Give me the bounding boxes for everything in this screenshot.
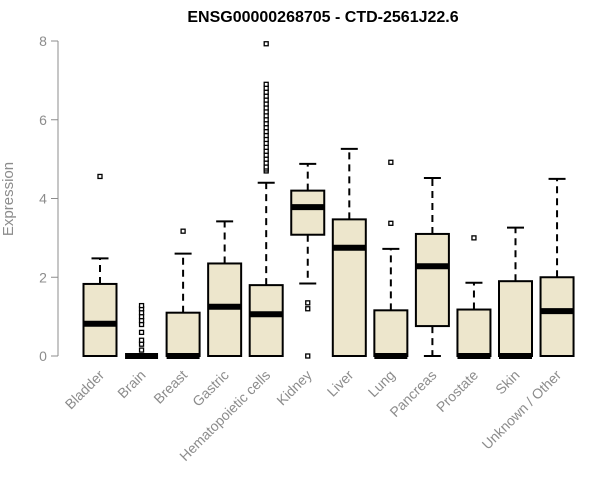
box-hematopoietic-cells [248,41,284,357]
outlier-point [305,306,311,312]
iqr-box [290,189,326,236]
x-category-label: Lung [365,367,398,400]
outlier-point [471,235,477,241]
y-axis-label: Expression [0,162,17,236]
box-kidney [290,162,326,359]
box-liver [331,147,367,357]
x-category-label: Bladder [62,367,108,413]
outlier-point [305,300,311,306]
x-category-label: Brain [114,367,148,401]
outlier-point [138,329,145,336]
y-tick-label: 2 [39,269,47,285]
box-prostate [456,235,492,359]
outlier-point [138,302,145,309]
iqr-box [82,282,118,358]
iqr-box [456,308,492,358]
x-category-label: Kidney [273,367,315,409]
x-category-label: Prostate [433,367,481,415]
box-pancreas [414,177,450,357]
outlier-point [138,347,145,353]
y-tick-label: 6 [39,112,47,128]
iqr-box [331,218,367,357]
outlier-point [388,220,394,226]
x-category-label: Skin [492,367,523,398]
outlier-point [263,41,269,47]
outlier-point [305,353,311,359]
y-axis: 0 2 4 6 8 [39,33,59,364]
outlier-point [138,337,145,343]
iqr-box [248,284,284,357]
iqr-box [373,309,409,358]
outlier-point [263,81,269,87]
outlier-point [97,173,103,180]
box-series [82,41,575,359]
x-category-label: Liver [324,367,357,400]
outlier-point [388,159,394,165]
y-tick-label: 8 [39,33,47,49]
chart-title: ENSG00000268705 - CTD-2561J22.6 [187,9,458,26]
iqr-box [165,311,201,357]
box-unknown-other [539,177,575,357]
box-skin [498,226,533,359]
outlier-point [180,228,186,234]
box-bladder [82,173,118,358]
y-tick-label: 0 [39,348,47,364]
y-tick-label: 4 [39,191,47,207]
x-category-label: Breast [150,367,190,407]
box-lung [373,159,409,359]
box-brain [125,302,159,359]
box-gastric [207,220,243,357]
x-category-label: Unknown / Other [479,367,565,453]
iqr-box [539,276,575,357]
box-breast [165,228,201,359]
iqr-box [414,232,450,328]
iqr-box [498,280,533,357]
